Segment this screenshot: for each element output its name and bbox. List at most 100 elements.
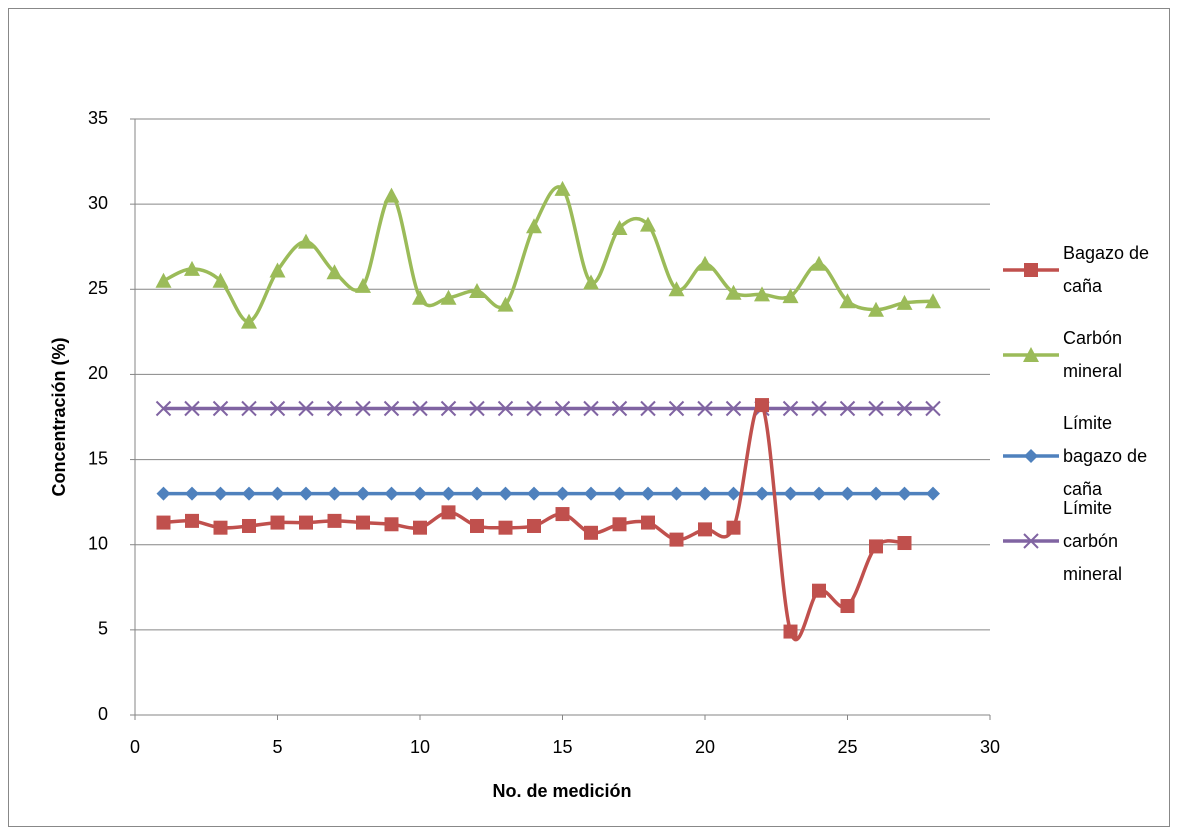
marker	[440, 400, 457, 417]
marker	[441, 486, 456, 501]
marker	[298, 233, 314, 249]
marker	[242, 486, 256, 501]
marker	[413, 486, 427, 501]
marker	[555, 507, 570, 522]
legend-swatch	[1003, 533, 1059, 549]
legend-label: Límite bagazo de caña	[1063, 412, 1148, 499]
marker	[327, 486, 342, 501]
marker	[155, 400, 172, 417]
marker	[584, 525, 598, 540]
marker	[213, 486, 228, 501]
marker	[783, 624, 798, 639]
legend-label: Límite carbón mineral	[1063, 497, 1123, 584]
chart-border	[8, 8, 1170, 827]
marker	[384, 517, 399, 532]
marker	[469, 282, 485, 298]
marker	[1023, 347, 1039, 362]
marker	[527, 486, 541, 501]
marker	[383, 187, 400, 203]
marker	[184, 260, 200, 276]
y-tick-label: 30	[88, 193, 108, 213]
x-tick-label: 20	[695, 737, 715, 757]
marker	[269, 262, 286, 278]
marker	[897, 536, 912, 551]
marker	[469, 400, 485, 417]
marker	[612, 486, 627, 501]
marker	[640, 400, 656, 417]
marker	[526, 218, 542, 234]
marker	[498, 486, 513, 501]
marker	[384, 486, 399, 501]
marker	[811, 400, 827, 417]
marker	[555, 486, 570, 501]
marker	[554, 400, 571, 417]
x-tick-label: 0	[130, 737, 140, 757]
x-tick-label: 25	[837, 737, 857, 757]
x-tick-label: 30	[980, 737, 1000, 757]
marker	[783, 486, 798, 501]
series-line	[162, 185, 934, 324]
legend-swatch	[1003, 449, 1059, 463]
marker	[839, 293, 856, 309]
marker	[241, 400, 257, 417]
x-tick-label: 5	[272, 737, 282, 757]
y-tick-label: 10	[88, 533, 108, 553]
y-axis-title: Concentración (%)	[49, 337, 69, 496]
marker	[668, 400, 685, 417]
marker	[498, 520, 513, 535]
marker	[326, 264, 343, 280]
marker	[611, 400, 628, 417]
marker	[840, 599, 855, 614]
marker	[641, 486, 655, 501]
marker	[782, 400, 799, 417]
marker	[299, 486, 313, 501]
marker	[413, 520, 427, 535]
marker	[355, 277, 371, 293]
marker	[840, 486, 855, 501]
marker	[754, 286, 770, 302]
marker	[155, 272, 172, 288]
marker	[640, 216, 656, 232]
marker	[668, 281, 685, 297]
marker	[926, 486, 940, 501]
x-axis-title: No. de medición	[492, 781, 631, 801]
y-tick-label: 35	[88, 108, 108, 128]
x-tick-label: 10	[410, 737, 430, 757]
marker	[185, 486, 199, 501]
legend-item: Límite carbón mineral	[1003, 498, 1173, 584]
marker	[355, 400, 371, 417]
marker	[868, 301, 884, 317]
marker	[156, 486, 171, 501]
marker	[925, 400, 941, 417]
marker	[241, 313, 257, 329]
marker	[270, 515, 285, 530]
marker	[726, 486, 741, 501]
marker	[583, 274, 599, 290]
marker	[697, 400, 713, 417]
marker	[698, 486, 712, 501]
legend-label: Carbón mineral	[1063, 328, 1123, 381]
marker	[697, 255, 713, 271]
marker	[440, 289, 457, 305]
marker	[270, 486, 285, 501]
marker	[554, 180, 571, 196]
legend-label: Bagazo de caña	[1063, 243, 1150, 296]
legend-item: Bagazo de caña	[1003, 230, 1173, 310]
marker	[185, 513, 199, 528]
marker	[725, 284, 742, 300]
marker	[527, 518, 541, 533]
marker	[698, 522, 712, 537]
marker	[584, 486, 598, 501]
marker	[441, 505, 456, 520]
marker	[327, 513, 342, 528]
marker	[412, 400, 428, 417]
marker	[782, 288, 799, 304]
marker	[755, 398, 769, 413]
marker	[897, 486, 912, 501]
marker	[925, 293, 941, 309]
marker	[470, 486, 484, 501]
marker	[669, 486, 684, 501]
marker	[298, 400, 314, 417]
marker	[497, 400, 514, 417]
